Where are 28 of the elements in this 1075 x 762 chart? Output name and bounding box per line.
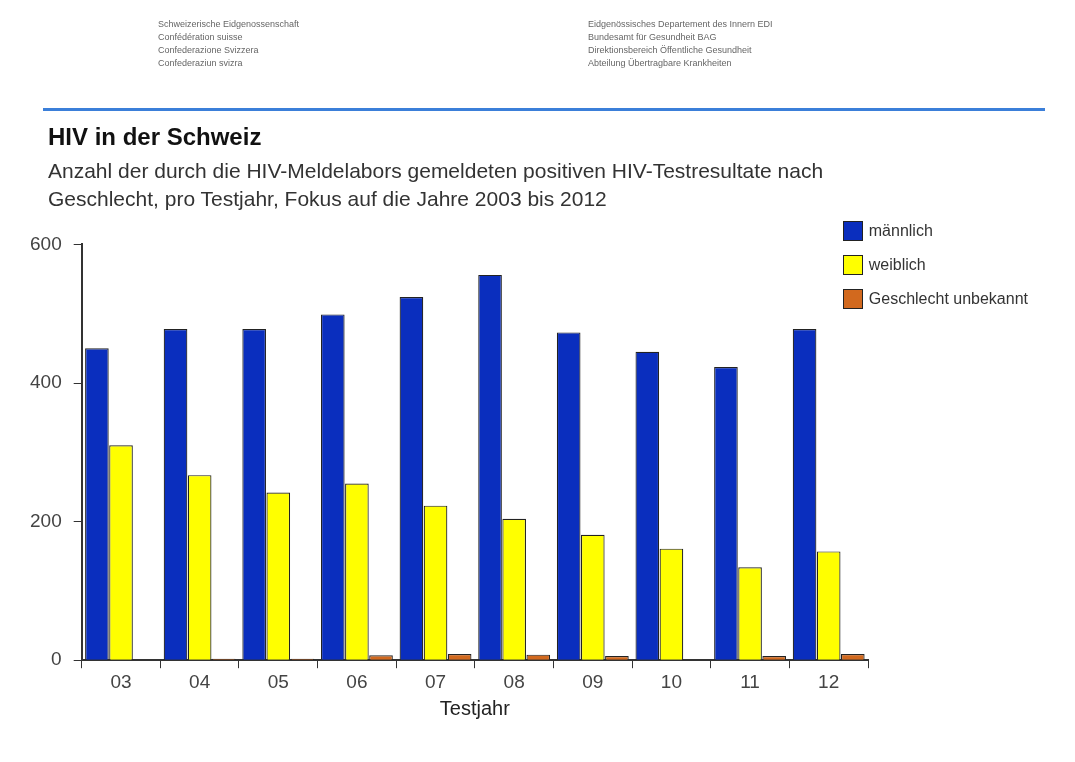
- text: Confederaziun svizra: [158, 57, 244, 70]
- text: Schweizerische Eidgenossenschaft: [158, 18, 301, 31]
- x-tick-label: 08: [503, 670, 525, 692]
- x-tick-label: 09: [582, 670, 604, 692]
- y-tick-label: 0: [51, 648, 62, 670]
- x-tick-label: 07: [424, 670, 447, 692]
- text: Confédération suisse: [158, 31, 244, 44]
- x-tick-label: 05: [267, 670, 289, 692]
- x-tick-label: 10: [660, 670, 682, 692]
- x-tick-label: 03: [110, 670, 132, 692]
- x-tick-label: 12: [818, 670, 840, 692]
- text: Bundesamt für Gesundheit BAG: [588, 31, 718, 44]
- y-tick-label: 400: [30, 371, 62, 393]
- legend-label: männlich: [868, 222, 933, 240]
- x-axis-title: Testjahr: [439, 696, 511, 719]
- y-tick-label: 200: [30, 509, 62, 531]
- text: Abteilung Übertragbare Krankheiten: [588, 57, 733, 70]
- y-tick-label: 600: [30, 232, 62, 254]
- legend-label: Geschlecht unbekannt: [868, 290, 1028, 308]
- x-tick-label: 06: [346, 670, 368, 692]
- text: Confederazione Svizzera: [158, 44, 260, 57]
- text: Direktionsbereich Öffentliche Gesundheit: [588, 44, 753, 57]
- x-tick-label: 11: [740, 670, 760, 692]
- chart-subtitle: Anzahl der durch die HIV-Meldelabors gemeldeten positiven HIV-Testresultate nach Geschlecht, pro Testjahr, Fokus auf die Jahre 2003 bis 2012: [48, 158, 825, 212]
- x-tick-label: 04: [189, 670, 211, 692]
- chart-title: HIV in der Schweiz: [48, 123, 263, 151]
- legend-label: weiblich: [868, 256, 926, 274]
- text: Eidgenössisches Departement des Innern EDI: [588, 18, 773, 31]
